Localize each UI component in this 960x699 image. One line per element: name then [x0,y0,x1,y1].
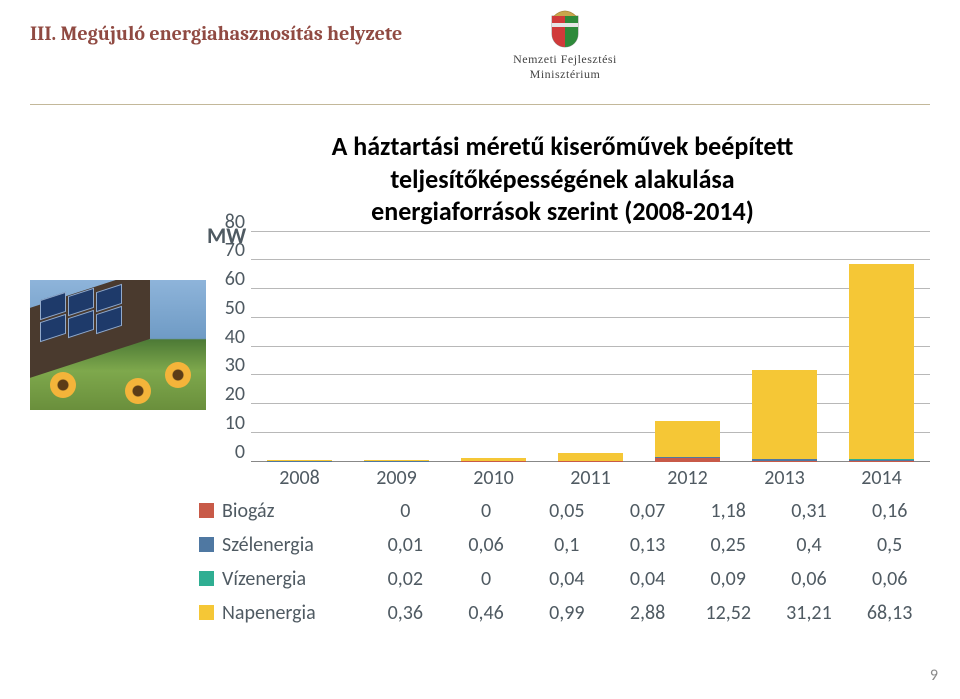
bar-stack [461,458,525,461]
legend-value: 0,46 [446,601,527,625]
legend-data-table: Biogáz000,050,071,180,310,16Szélenergia0… [195,494,930,630]
x-tick-label: 2011 [542,462,639,490]
legend-value: 12,52 [688,601,769,625]
gridline [251,288,930,289]
bar-stack [752,370,816,462]
gridline [251,231,930,232]
legend-value: 0,04 [526,567,607,591]
legend-value: 0,4 [769,533,850,557]
solar-roof-photo [30,280,206,410]
ministry-name-line2: Minisztérium [470,67,660,82]
legend-value: 0,05 [526,499,607,523]
legend-row-szelenergia: Szélenergia0,010,060,10,130,250,40,5 [195,528,930,562]
bar-stack [364,460,428,461]
legend-swatch [199,605,214,620]
legend-value: 31,21 [769,601,850,625]
x-tick-label: 2008 [251,462,348,490]
bar-segment-napenergia [752,370,816,460]
legend-value: 0,04 [607,567,688,591]
gridline [251,259,930,260]
y-axis: 80706050403020100 [195,232,251,462]
legend-swatch [199,571,214,586]
bar-slot [445,458,542,461]
chart-title-line: A háztartási méretű kiserőművek beépítet… [195,130,930,163]
x-tick-label: 2010 [445,462,542,490]
legend-values: 000,050,071,180,310,16 [365,499,930,523]
legend-value: 0,09 [688,567,769,591]
bar-slot [251,460,348,461]
crest-icon [548,8,582,50]
chart-plot-area [251,232,930,462]
chart-title: A háztartási méretű kiserőművek beépítet… [195,130,930,228]
header-divider [30,104,930,105]
legend-value: 0,13 [607,533,688,557]
legend-value: 1,18 [688,499,769,523]
legend-value: 0,02 [365,567,446,591]
legend-value: 0 [446,499,527,523]
bar-stack [655,421,719,461]
legend-value: 0,5 [849,533,930,557]
legend-row-napenergia: Napenergia0,360,460,992,8812,5231,2168,1… [195,596,930,630]
legend-value: 0,99 [526,601,607,625]
legend-value: 0,16 [849,499,930,523]
legend-value: 0,01 [365,533,446,557]
legend-value: 0,25 [688,533,769,557]
legend-value: 0,31 [769,499,850,523]
bar-stack [267,460,331,461]
page-title: III. Megújuló energiahasznosítás helyzet… [30,22,402,45]
legend-value: 68,13 [849,601,930,625]
legend-value: 0,07 [607,499,688,523]
legend-series-label: Szélenergia [195,533,365,557]
chart-container: A háztartási méretű kiserőművek beépítet… [195,130,930,630]
bar-segment-napenergia [558,453,622,461]
legend-swatch [199,503,214,518]
chart-title-line: teljesítőképességének alakulása [195,163,930,196]
x-tick-label: 2012 [639,462,736,490]
legend-values: 0,010,060,10,130,250,40,5 [365,533,930,557]
legend-value: 0,1 [526,533,607,557]
bar-segment-biogaz [752,461,816,462]
page-number: 9 [930,666,938,685]
legend-value: 0,06 [446,533,527,557]
bar-slot [833,264,930,462]
legend-values: 0,0200,040,040,090,060,06 [365,567,930,591]
legend-value: 0 [365,499,446,523]
chart-title-line: energiaforrások szerint (2008-2014) [195,195,930,228]
bar-slot [542,453,639,462]
legend-series-label: Biogáz [195,499,365,523]
bar-segment-napenergia [849,264,913,460]
ministry-logo: Nemzeti Fejlesztési Minisztérium [470,8,660,82]
x-tick-label: 2009 [348,462,445,490]
legend-values: 0,360,460,992,8812,5231,2168,13 [365,601,930,625]
gridline [251,317,930,318]
legend-swatch [199,537,214,552]
bar-slot [348,460,445,461]
bar-segment-napenergia [655,421,719,457]
bar-segment-biogaz [655,458,719,461]
legend-row-vizenergia: Vízenergia0,0200,040,040,090,060,06 [195,562,930,596]
legend-value: 0 [446,567,527,591]
x-tick-label: 2013 [736,462,833,490]
legend-series-label: Napenergia [195,601,365,625]
legend-row-biogaz: Biogáz000,050,071,180,310,16 [195,494,930,528]
bar-slot [639,421,736,461]
bar-stack [558,453,622,462]
x-axis: 2008200920102011201220132014 [251,462,930,490]
legend-value: 2,88 [607,601,688,625]
legend-value: 0,36 [365,601,446,625]
bar-slot [736,370,833,462]
x-tick-label: 2014 [833,462,930,490]
legend-value: 0,06 [769,567,850,591]
legend-series-label: Vízenergia [195,567,365,591]
bar-stack [849,264,913,462]
gridline [251,346,930,347]
legend-value: 0,06 [849,567,930,591]
ministry-name-line1: Nemzeti Fejlesztési [470,52,660,67]
